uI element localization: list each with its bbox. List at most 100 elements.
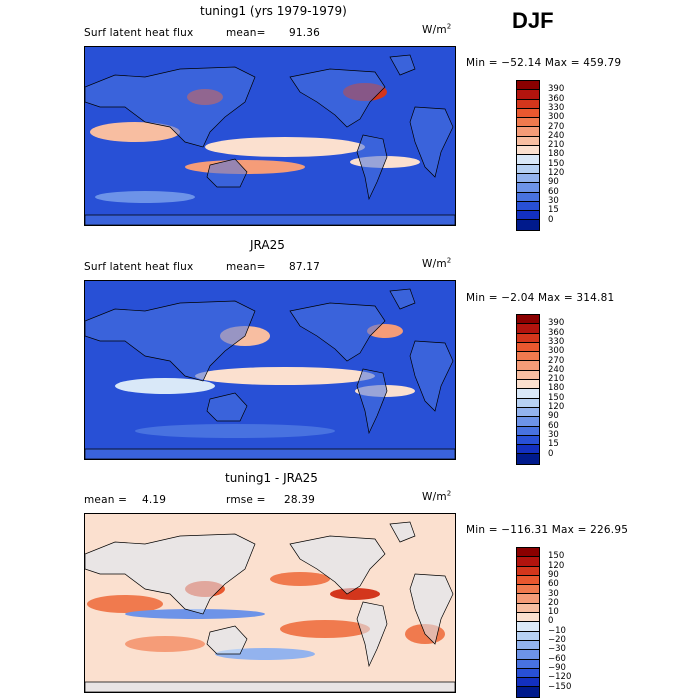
- coastline: [85, 214, 455, 225]
- field-contour: [135, 424, 335, 438]
- colorbar-segment: [517, 454, 539, 464]
- colorbar-tick-label: −60: [548, 653, 566, 664]
- colorbar-tick-label: 270: [548, 121, 565, 132]
- colorbar-tick-label: 120: [548, 168, 565, 178]
- colorbar-segment: [517, 173, 539, 184]
- colorbar-segment: [517, 370, 539, 381]
- panel-3-rmse-label: rmse =: [226, 494, 266, 506]
- colorbar-segment: [517, 81, 539, 91]
- panel-1-minmax: Min = −52.14 Max = 459.79: [466, 57, 622, 69]
- colorbar-tick-label: 15: [548, 439, 559, 450]
- colorbar-tick-label: 360: [548, 327, 565, 338]
- coastline: [409, 340, 454, 412]
- colorbar-segment: [517, 594, 539, 604]
- coastline: [85, 66, 256, 148]
- colorbar-tick-label: 360: [548, 93, 565, 104]
- field-contour: [95, 191, 195, 203]
- colorbar-tick-label: −90: [548, 662, 566, 673]
- panel-2-variable: Surf latent heat flux: [84, 261, 194, 273]
- colorbar-tick-label: 0: [548, 616, 554, 627]
- colorbar-segment: [517, 333, 539, 343]
- coastline: [85, 681, 455, 692]
- panel-1-units: W/m2: [422, 22, 452, 36]
- coastline: [356, 368, 388, 435]
- colorbar-segment: [517, 435, 539, 446]
- colorbar-tick-label: 0: [548, 448, 554, 459]
- colorbar-segment: [517, 127, 539, 137]
- coastline: [409, 106, 454, 178]
- field-contour: [87, 595, 163, 613]
- colorbar-tick-label: 30: [548, 429, 559, 440]
- colorbar-tick-label: 15: [548, 205, 559, 216]
- panel-1-variable: Surf latent heat flux: [84, 27, 194, 39]
- colorbar-tick-label: −150: [548, 681, 572, 692]
- coastline: [409, 573, 454, 645]
- colorbar-tick-label: 0: [548, 214, 554, 225]
- panel-1-map: [84, 46, 456, 226]
- panel-3-colorbar: [516, 547, 540, 698]
- colorbar-segment: [517, 575, 539, 586]
- colorbar-tick-label: 150: [548, 158, 565, 169]
- colorbar-segment: [517, 585, 539, 595]
- panel-3-title: tuning1 - JRA25: [225, 471, 318, 485]
- colorbar-tick-label: 210: [548, 140, 565, 151]
- colorbar-segment: [517, 220, 539, 230]
- colorbar-segment: [517, 201, 539, 212]
- colorbar-segment: [517, 631, 539, 641]
- colorbar-tick-label: −20: [548, 635, 566, 645]
- panel-3-mean-value: 4.19: [142, 494, 167, 506]
- panel-1-title: tuning1 (yrs 1979-1979): [200, 4, 347, 18]
- colorbar-tick-label: 180: [548, 383, 565, 394]
- colorbar-segment: [517, 687, 539, 697]
- colorbar-segment: [517, 407, 539, 418]
- coastline: [389, 54, 416, 76]
- field-contour: [330, 588, 380, 600]
- field-contour: [125, 609, 265, 619]
- coastline: [206, 392, 248, 422]
- colorbar-tick-label: −30: [548, 644, 566, 655]
- colorbar-segment: [517, 613, 539, 623]
- colorbar-tick-label: 180: [548, 149, 565, 160]
- colorbar-tick-label: 90: [548, 569, 559, 580]
- coastline: [85, 533, 256, 615]
- panel-2-title: JRA25: [250, 238, 285, 252]
- colorbar-segment: [517, 361, 539, 371]
- panel-1-mean-value: 91.36: [289, 27, 321, 39]
- coastline: [389, 288, 416, 310]
- colorbar-tick-label: 60: [548, 420, 559, 431]
- colorbar-tick-label: 60: [548, 579, 559, 590]
- colorbar-segment: [517, 659, 539, 669]
- colorbar-tick-label: 240: [548, 130, 565, 141]
- colorbar-segment: [517, 417, 539, 427]
- colorbar-tick-label: 240: [548, 364, 565, 375]
- field-contour: [90, 122, 180, 142]
- colorbar-tick-label: 90: [548, 177, 559, 188]
- panel-3-mean-label: mean =: [84, 494, 128, 506]
- colorbar-tick-label: 150: [548, 551, 565, 562]
- colorbar-segment: [517, 640, 539, 651]
- colorbar-tick-label: 330: [548, 102, 565, 113]
- colorbar-tick-label: 90: [548, 411, 559, 422]
- coastline: [85, 300, 256, 382]
- colorbar-tick-label: −120: [548, 672, 572, 683]
- colorbar-tick-label: 300: [548, 346, 565, 357]
- field-contour: [270, 572, 330, 586]
- field-contour: [115, 378, 215, 394]
- coastline: [389, 521, 416, 543]
- colorbar-tick-label: 60: [548, 186, 559, 197]
- colorbar-tick-label: 120: [548, 402, 565, 412]
- colorbar-segment: [517, 315, 539, 325]
- panel-2-mean-value: 87.17: [289, 261, 321, 273]
- coastline: [356, 134, 388, 201]
- colorbar-tick-label: 390: [548, 318, 565, 329]
- colorbar-tick-label: 30: [548, 588, 559, 599]
- colorbar-segment: [517, 650, 539, 660]
- colorbar-segment: [517, 155, 539, 165]
- colorbar-segment: [517, 211, 539, 221]
- colorbar-segment: [517, 557, 539, 567]
- colorbar-tick-label: 120: [548, 560, 565, 571]
- panel-2-map: [84, 280, 456, 460]
- colorbar-segment: [517, 99, 539, 109]
- colorbar-segment: [517, 342, 539, 353]
- colorbar-segment: [517, 389, 539, 399]
